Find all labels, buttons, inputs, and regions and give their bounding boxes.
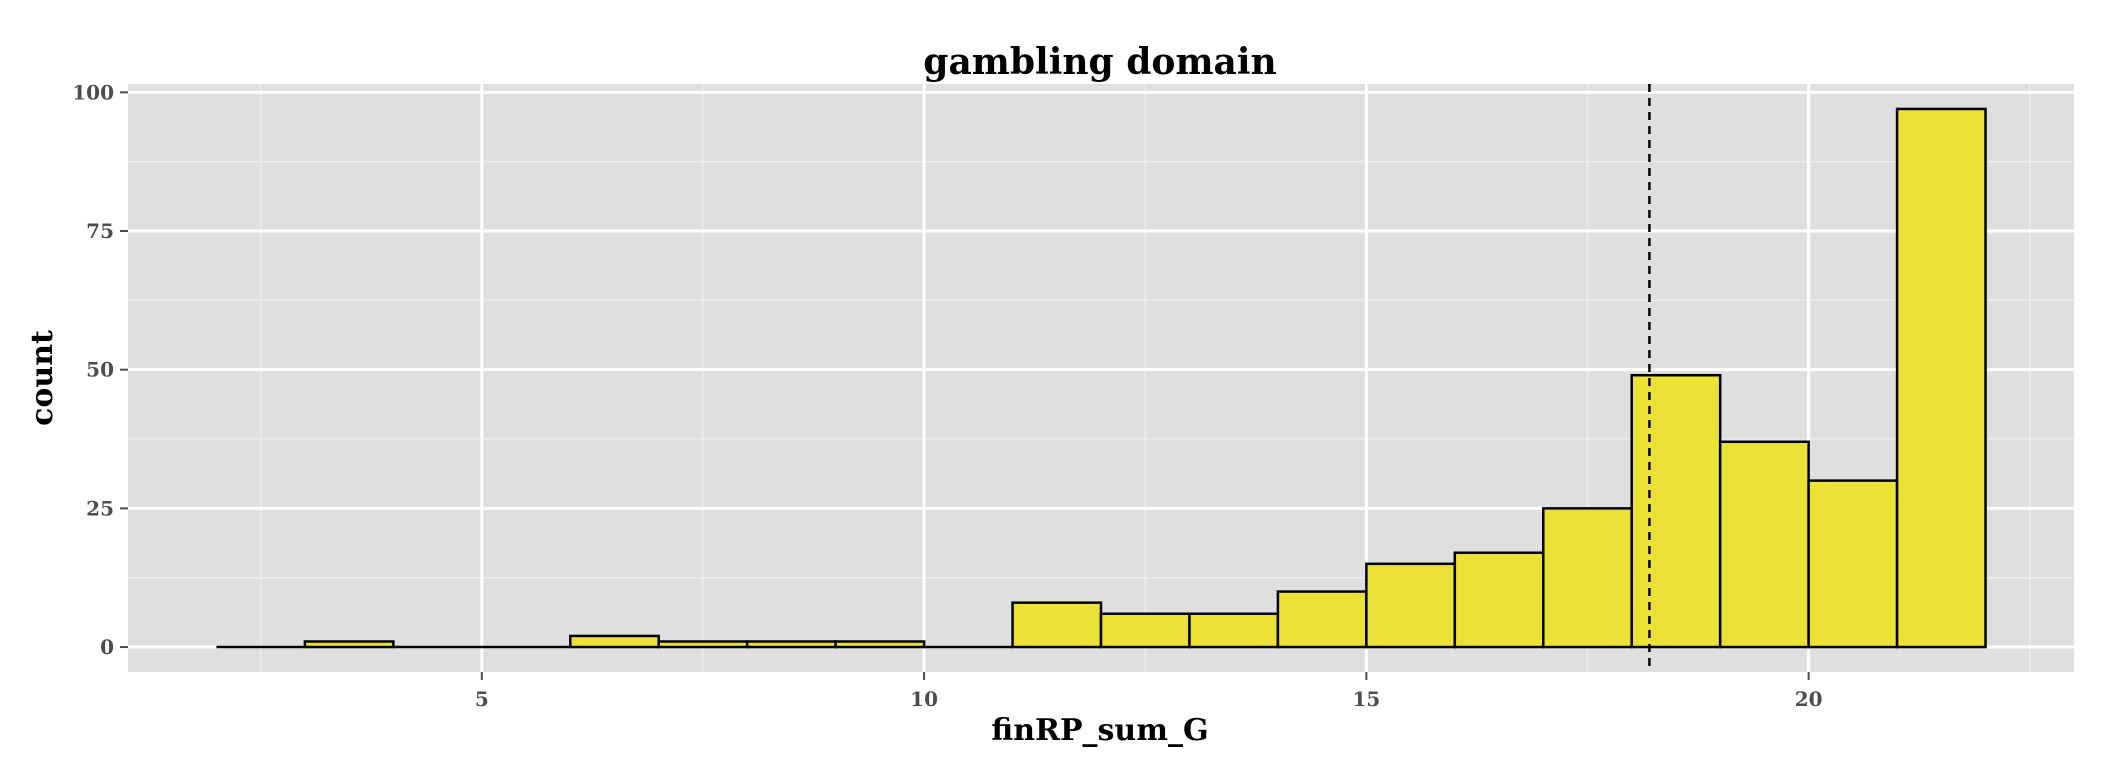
histogram-bar [834,640,926,649]
histogram-bar [1188,612,1280,649]
x-tick-label: 20 [1795,687,1823,711]
chart-title: gambling domain [923,41,1276,83]
x-axis-title: finRP_sum_G [991,713,1208,748]
histogram-bars [216,107,1987,649]
histogram-bar [1630,373,1722,649]
histogram-bar [657,640,749,649]
histogram-bar [1718,440,1810,649]
histogram-bar [303,640,395,649]
x-axis-ticks: 5 10 15 20 [475,672,1823,711]
histogram-bar [1453,551,1545,649]
histogram-bar [1099,612,1191,649]
histogram-bar [745,640,837,649]
x-tick-label: 10 [910,687,938,711]
y-axis-ticks: 0 25 50 75 100 [72,80,128,659]
histogram-bar [1542,507,1633,649]
histogram-bar [1365,562,1457,649]
y-axis-title: count [25,330,60,426]
histogram-bar [569,634,660,649]
y-tick-label: 25 [86,496,114,520]
y-tick-label: 50 [86,358,114,382]
y-tick-label: 100 [72,80,114,104]
histogram-bar [1895,107,1987,649]
y-tick-label: 75 [86,219,114,243]
y-tick-label: 0 [100,635,114,659]
histogram-bar [1011,601,1103,649]
x-tick-label: 15 [1352,687,1380,711]
histogram-bar [1807,479,1899,649]
histogram-bar [1276,590,1368,649]
x-tick-label: 5 [475,687,489,711]
